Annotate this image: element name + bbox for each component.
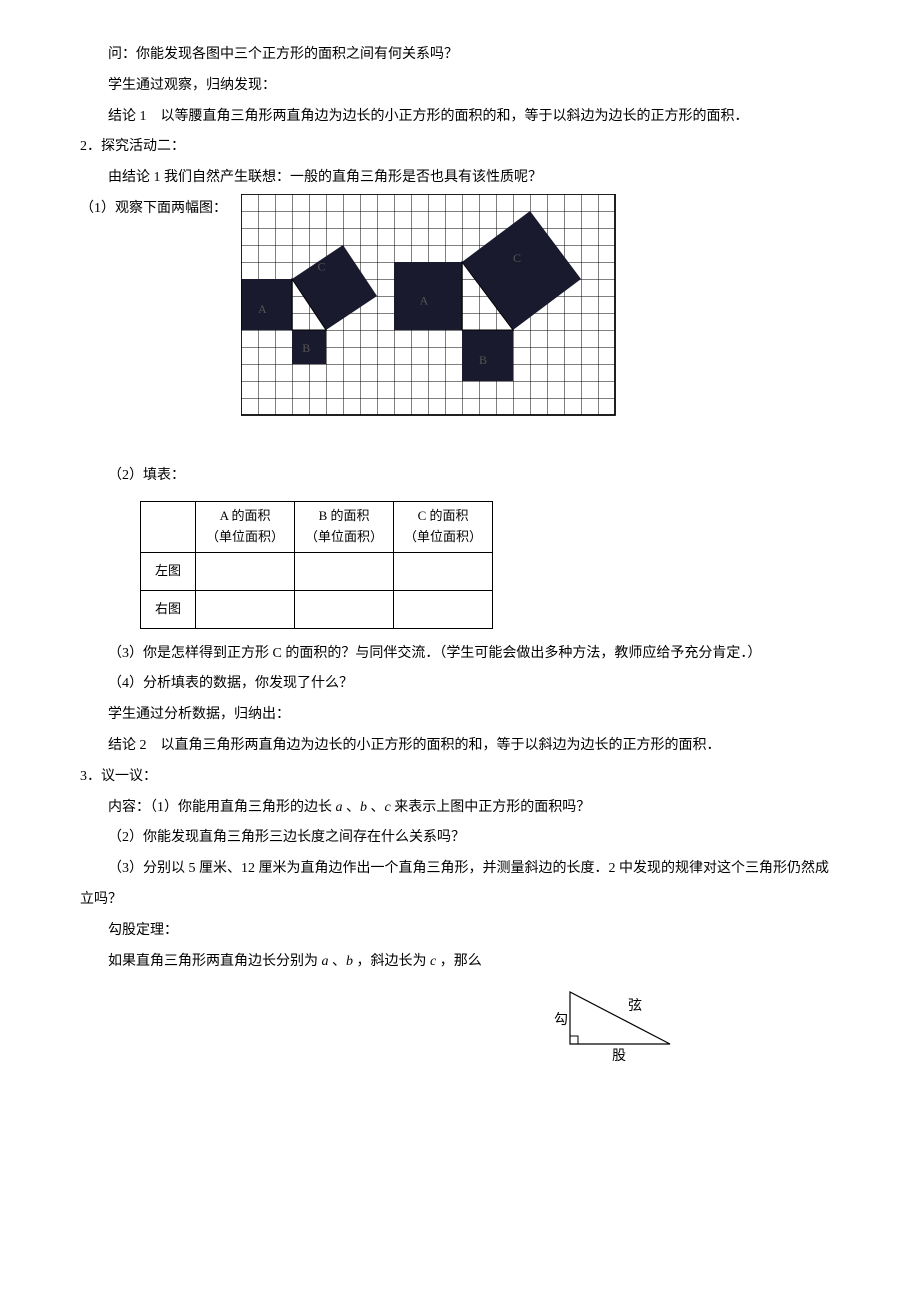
label-gu: 股 — [612, 1049, 626, 1062]
observation-text: 学生通过观察，归纳发现： — [80, 71, 840, 102]
cell-left-b — [295, 552, 394, 590]
table-row: 左图 — [141, 552, 493, 590]
svg-text:C: C — [317, 259, 325, 273]
theorem-statement: 如果直角三角形两直角边长分别为 a 、b ，斜边长为 c ，那么 — [80, 947, 840, 978]
svg-text:C: C — [513, 251, 521, 265]
cell-right-b — [295, 590, 394, 628]
discuss-2: （2）你能发现直角三角形三边长度之间存在什么关系吗？ — [80, 823, 840, 854]
svg-text:A: A — [258, 302, 267, 316]
cell-left-a — [196, 552, 295, 590]
section-3-title: 3．议一议： — [80, 762, 840, 793]
fill-table-label: （2）填表： — [80, 461, 840, 492]
triangle-svg: 勾 弦 股 — [530, 982, 690, 1062]
cell-left-c — [394, 552, 493, 590]
question-4: （4）分析填表的数据，你发现了什么？ — [80, 669, 840, 700]
conclusion-1: 结论 1 以等腰直角三角形两直角边为边长的小正方形的面积的和，等于以斜边为边长的… — [80, 102, 840, 133]
analysis-text: 学生通过分析数据，归纳出： — [80, 700, 840, 731]
var-a: a — [336, 800, 343, 815]
var-b: b — [360, 800, 367, 815]
discuss-3: （3）分别以 5 厘米、12 厘米为直角边作出一个直角三角形，并测量斜边的长度．… — [80, 854, 840, 916]
question-text: 问：你能发现各图中三个正方形的面积之间有何关系吗？ — [80, 40, 840, 71]
discuss-1: 内容：（1）你能用直角三角形的边长 a 、b 、c 来表示上图中正方形的面积吗？ — [80, 793, 840, 824]
pythagorean-grid-svg: A B C A B C — [241, 194, 617, 417]
table-header-empty — [141, 502, 196, 553]
grid-diagram: A B C A B C — [241, 194, 617, 430]
table-row: 右图 — [141, 590, 493, 628]
row-label-left: 左图 — [141, 552, 196, 590]
table-header-b: B 的面积 （单位面积） — [295, 502, 394, 553]
table-header-a: A 的面积 （单位面积） — [196, 502, 295, 553]
svg-text:B: B — [479, 353, 487, 367]
label-xian: 弦 — [628, 998, 642, 1014]
svg-text:A: A — [419, 293, 428, 307]
section-2-title: 2．探究活动二： — [80, 132, 840, 163]
table-header-row: A 的面积 （单位面积） B 的面积 （单位面积） C 的面积 （单位面积） — [141, 502, 493, 553]
label-gou: 勾 — [554, 1012, 568, 1028]
area-table: A 的面积 （单位面积） B 的面积 （单位面积） C 的面积 （单位面积） 左… — [140, 501, 493, 628]
question-3: （3）你是怎样得到正方形 C 的面积的？与同伴交流．（学生可能会做出多种方法，教… — [80, 639, 840, 670]
row-label-right: 右图 — [141, 590, 196, 628]
cell-right-a — [196, 590, 295, 628]
theorem-title: 勾股定理： — [80, 916, 840, 947]
section-2-intro: 由结论 1 我们自然产生联想：一般的直角三角形是否也具有该性质呢？ — [80, 163, 840, 194]
right-triangle-diagram: 勾 弦 股 — [80, 982, 840, 1075]
var-a-2: a — [322, 954, 329, 969]
observe-label: （1）观察下面两幅图： — [80, 201, 227, 216]
svg-text:B: B — [302, 341, 310, 355]
cell-right-c — [394, 590, 493, 628]
table-header-c: C 的面积 （单位面积） — [394, 502, 493, 553]
var-b-2: b — [346, 954, 353, 969]
conclusion-2: 结论 2 以直角三角形两直角边为边长的小正方形的面积的和，等于以斜边为边长的正方… — [80, 731, 840, 762]
